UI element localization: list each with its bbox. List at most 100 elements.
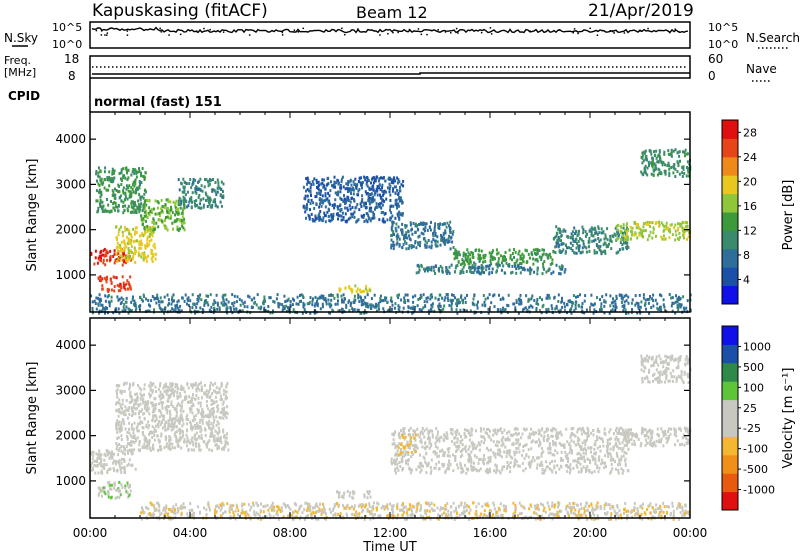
data-cell	[390, 308, 393, 312]
data-cell	[519, 254, 522, 258]
data-cell	[514, 431, 517, 435]
data-cell	[604, 251, 607, 255]
data-cell	[287, 306, 289, 310]
data-cell	[132, 227, 135, 231]
data-cell	[414, 241, 417, 245]
data-cell	[339, 208, 342, 212]
data-cell	[213, 306, 215, 310]
data-cell	[623, 430, 626, 434]
data-cell	[592, 433, 595, 437]
data-cell	[123, 260, 126, 264]
data-cell	[315, 202, 318, 206]
data-cell	[190, 438, 193, 442]
colorbar-tick-label: 16	[743, 200, 757, 213]
data-cell	[296, 295, 299, 299]
data-cell	[530, 432, 533, 436]
data-cell	[168, 435, 171, 438]
data-cell	[91, 450, 94, 454]
data-cell	[123, 209, 126, 212]
data-cell	[613, 232, 616, 236]
data-cell	[306, 182, 308, 186]
freq-panel-frame	[89, 55, 691, 79]
data-cell	[171, 221, 174, 225]
data-cell	[395, 229, 398, 233]
data-cell	[432, 265, 435, 269]
data-cell	[122, 167, 125, 171]
data-cell	[364, 190, 367, 194]
data-cell	[404, 453, 407, 457]
data-cell	[660, 221, 663, 225]
data-cell	[620, 225, 623, 229]
data-cell	[490, 301, 493, 305]
data-cell	[117, 209, 119, 213]
data-cell	[127, 209, 129, 213]
freq-right-tick-bottom: 0	[708, 69, 716, 83]
data-cell	[671, 309, 674, 313]
data-cell	[199, 448, 202, 452]
data-cell	[284, 300, 287, 304]
data-cell	[216, 301, 219, 305]
data-cell	[385, 296, 388, 300]
data-cell	[305, 189, 307, 193]
data-cell	[454, 457, 457, 461]
data-cell	[494, 452, 497, 456]
data-cell	[328, 194, 331, 198]
data-cell	[205, 421, 208, 425]
data-cell	[235, 308, 238, 312]
data-cell	[140, 174, 142, 178]
data-cell	[159, 444, 161, 448]
data-cell	[342, 293, 345, 297]
data-cell	[189, 178, 192, 182]
data-cell	[422, 227, 425, 231]
data-cell	[100, 259, 103, 263]
data-cell	[560, 242, 563, 246]
data-cell	[560, 250, 563, 254]
data-cell	[98, 202, 101, 206]
data-cell	[324, 205, 327, 209]
data-cell	[341, 308, 344, 311]
data-cell	[386, 309, 389, 313]
data-cell	[110, 483, 113, 487]
data-cell	[623, 300, 626, 304]
data-cell	[117, 436, 120, 440]
data-cell	[123, 286, 126, 290]
data-cell	[503, 254, 506, 258]
data-cell	[555, 304, 558, 308]
data-cell	[311, 299, 314, 303]
data-cell	[576, 439, 579, 443]
data-cell	[115, 246, 118, 250]
data-cell	[666, 164, 669, 167]
data-cell	[449, 230, 452, 234]
data-cell	[314, 295, 317, 299]
data-cell	[577, 442, 580, 446]
data-cell	[543, 431, 546, 434]
data-cell	[199, 306, 202, 310]
data-cell	[588, 236, 591, 240]
data-cell	[349, 200, 352, 204]
data-cell	[350, 191, 352, 195]
data-cell	[547, 307, 550, 311]
data-cell	[651, 221, 654, 225]
data-cell	[199, 404, 202, 408]
data-cell	[118, 461, 120, 465]
data-cell	[260, 305, 263, 309]
noise-sample-dot	[95, 29, 98, 32]
data-cell	[198, 444, 201, 448]
data-cell	[124, 204, 127, 208]
data-cell	[668, 174, 671, 177]
data-cell	[422, 306, 425, 310]
data-cell	[207, 196, 209, 200]
data-cell	[340, 186, 343, 190]
data-cell	[517, 464, 520, 468]
data-cell	[215, 386, 218, 390]
data-cell	[107, 468, 110, 471]
data-cell	[443, 298, 446, 302]
data-cell	[608, 242, 610, 246]
data-cell	[633, 233, 636, 237]
data-cell	[460, 295, 462, 299]
data-cell	[154, 397, 157, 401]
data-cell	[493, 305, 496, 309]
data-cell	[192, 180, 195, 184]
data-cell	[119, 468, 122, 472]
data-cell	[686, 237, 688, 241]
